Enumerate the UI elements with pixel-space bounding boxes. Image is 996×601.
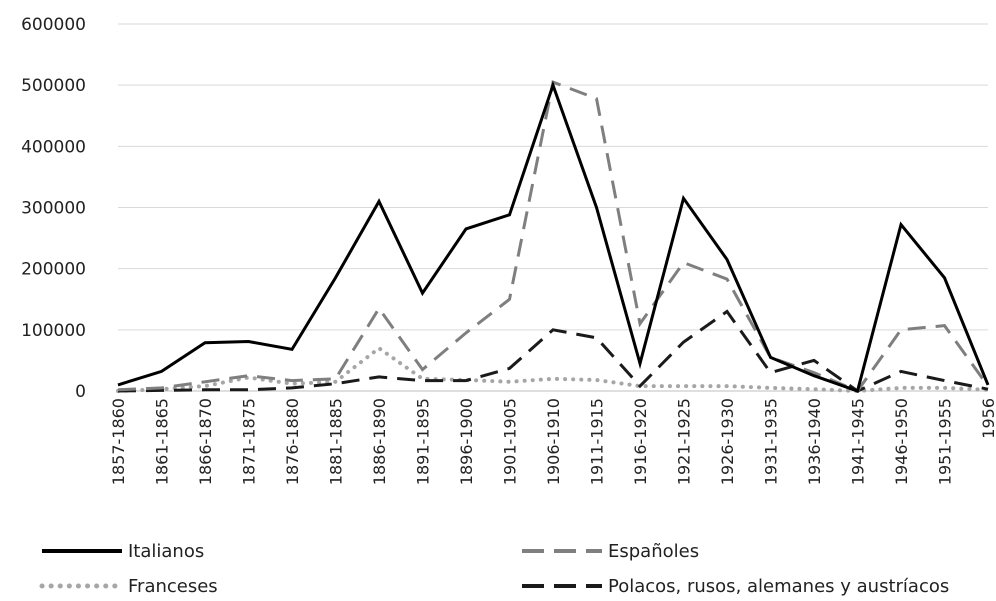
y-axis-ticks: 0 100000 200000 300000 400000 500000 600000 — [21, 15, 86, 402]
x-tick-label: 1866-1870 — [196, 398, 215, 485]
x-tick-label: 1946-1950 — [892, 398, 911, 485]
y-tick-label: 500000 — [21, 76, 86, 96]
legend-label: Polacos, rusos, alemanes y austríacos — [608, 576, 949, 597]
x-tick-label: 1916-1920 — [631, 398, 650, 485]
x-tick-label: 1936-1940 — [805, 398, 824, 485]
x-tick-label: 1911-1915 — [588, 398, 607, 485]
y-tick-label: 0 — [75, 382, 86, 402]
x-tick-label: 1956 — [979, 398, 996, 439]
x-tick-label: 1951-1955 — [936, 398, 955, 485]
x-tick-label: 1881-1885 — [327, 398, 346, 485]
series-lines — [116, 80, 990, 394]
y-tick-label: 400000 — [21, 137, 86, 157]
gridlines — [118, 23, 988, 331]
series-line — [117, 80, 990, 393]
series-line — [116, 345, 990, 394]
y-tick-label: 300000 — [21, 199, 86, 219]
x-tick-label: 1871-1875 — [240, 398, 259, 485]
x-tick-label: 1891-1895 — [414, 398, 433, 485]
y-tick-label: 600000 — [21, 15, 86, 35]
legend: Italianos Españoles Franceses Polacos, ruso… — [39, 541, 949, 597]
x-tick-label: 1861-1865 — [153, 398, 172, 485]
x-tick-label: 1921-1925 — [675, 398, 694, 485]
x-tick-label: 1906-1910 — [544, 398, 563, 485]
y-tick-label: 100000 — [21, 321, 86, 341]
x-tick-label: 1941-1945 — [849, 398, 868, 485]
legend-label: Franceses — [128, 576, 218, 597]
x-axis-ticks: 1857-1860 1861-1865 1866-1870 1871-1875 1876… — [109, 398, 996, 485]
series-line — [117, 80, 990, 393]
x-tick-label: 1857-1860 — [109, 398, 128, 485]
x-tick-label: 1876-1880 — [283, 398, 302, 485]
x-tick-label: 1931-1935 — [762, 398, 781, 485]
legend-label: Italianos — [128, 541, 204, 562]
series-line — [117, 309, 989, 393]
x-tick-label: 1896-1900 — [457, 398, 476, 485]
x-tick-label: 1926-1930 — [718, 398, 737, 485]
x-tick-label: 1886-1890 — [370, 398, 389, 485]
legend-label: Españoles — [608, 541, 699, 562]
y-tick-label: 200000 — [21, 260, 86, 280]
x-tick-label: 1901-1905 — [501, 398, 520, 485]
